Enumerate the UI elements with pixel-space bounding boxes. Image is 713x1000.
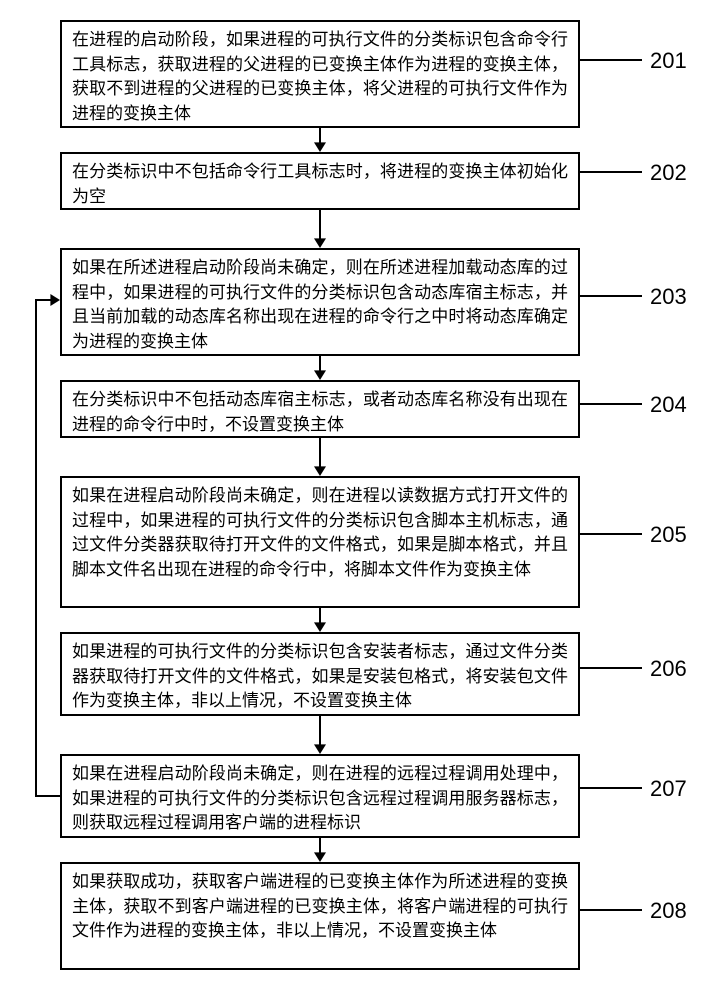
leader-line-0 [580,59,642,61]
leader-line-4 [580,533,642,535]
flow-arrow [310,438,330,476]
flow-node-n207: 如果在进程启动阶段尚未确定，则在进程的远程过程调用处理中，如果进程的可执行文件的… [60,754,580,838]
step-label-l205: 205 [650,522,687,548]
flow-node-n201: 在进程的启动阶段，如果进程的可执行文件的分类标识包含命令行工具标志，获取进程的父… [60,20,580,128]
step-label-l204: 204 [650,392,687,418]
flow-arrow [310,356,330,380]
leader-line-5 [580,667,642,669]
step-label-l207: 207 [650,776,687,802]
leader-line-7 [580,909,642,911]
leader-line-6 [580,787,642,789]
flow-node-n203: 如果在所述进程启动阶段尚未确定，则在所述进程加载动态库的过程中，如果进程的可执行… [60,248,580,356]
leader-line-2 [580,295,642,297]
flow-node-n202: 在分类标识中不包括命令行工具标志时，将进程的变换主体初始化为空 [60,152,580,210]
flow-arrow [310,210,330,248]
flow-arrow [310,716,330,754]
flow-arrow [310,128,330,152]
flow-arrow [310,608,330,632]
step-label-l208: 208 [650,898,687,924]
flow-node-n206: 如果进程的可执行文件的分类标识包含安装者标志，通过文件分类器获取待打开文件的文件… [60,632,580,716]
step-label-l202: 202 [650,160,687,186]
flow-node-n204: 在分类标识中不包括动态库宿主标志，或者动态库名称没有出现在进程的命令行中时，不设… [60,380,580,438]
flowchart-canvas: 在进程的启动阶段，如果进程的可执行文件的分类标识包含命令行工具标志，获取进程的父… [0,0,713,1000]
flow-node-n208: 如果获取成功，获取客户端进程的已变换主体作为所述进程的变换主体，获取不到客户端进… [60,862,580,970]
step-label-l201: 201 [650,48,687,74]
step-label-l206: 206 [650,656,687,682]
leader-line-1 [580,171,642,173]
step-label-l203: 203 [650,284,687,310]
flow-back-arrow [26,290,70,806]
flow-arrow [310,838,330,862]
leader-line-3 [580,403,642,405]
flow-node-n205: 如果在进程启动阶段尚未确定，则在进程以读数据方式打开文件的过程中，如果进程的可执… [60,476,580,608]
